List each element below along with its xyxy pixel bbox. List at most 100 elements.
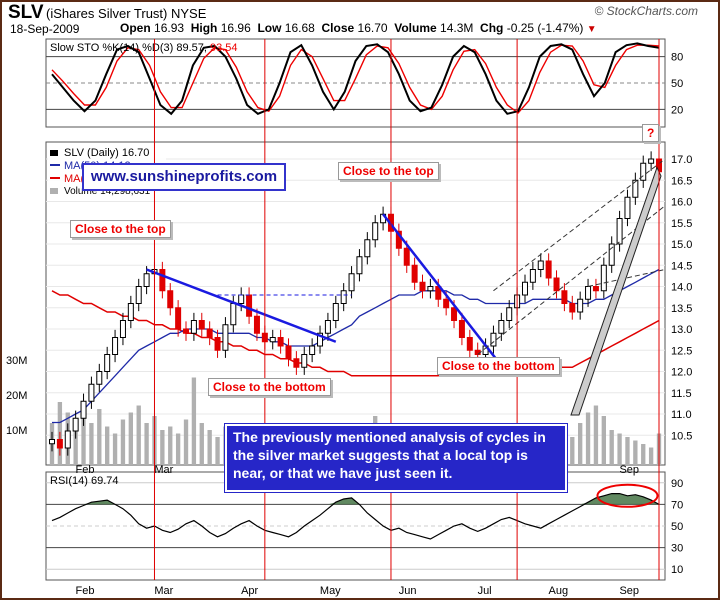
month-label-bottom: Aug [549, 585, 569, 597]
quote-value: 16.68 [284, 21, 315, 35]
volume-bar [144, 423, 149, 465]
volume-tick-label: 20M [6, 390, 27, 402]
candle-body [119, 320, 126, 338]
volume-bar [183, 419, 189, 465]
candle-body [348, 273, 355, 292]
volume-legend-swatch [50, 188, 58, 194]
quote-value: -0.25 (-1.47%) [506, 21, 584, 35]
month-label-bottom: May [320, 585, 341, 597]
volume-bar [168, 426, 173, 465]
candle-body [624, 196, 631, 219]
candle-body [521, 281, 528, 296]
candle-body [88, 383, 95, 402]
candle-body [592, 286, 599, 292]
candle-body [112, 337, 119, 355]
candle-body [206, 328, 213, 338]
candle-body [506, 307, 513, 321]
month-label-bottom: Sep [619, 585, 639, 597]
price-tick-label: 13.5 [671, 303, 692, 315]
quote-label: Close [321, 21, 355, 35]
candle-body [72, 417, 79, 432]
price-tick-label: 12.0 [671, 367, 692, 379]
volume-bar [112, 433, 118, 465]
candle-body [143, 273, 150, 287]
candle-body [632, 179, 639, 198]
candle-body [364, 239, 371, 258]
candle-body [269, 337, 276, 343]
price-tick-label: 14.5 [671, 260, 692, 272]
candle-body [372, 222, 379, 241]
volume-bar [199, 423, 204, 465]
volume-bar [105, 426, 110, 465]
month-label-bottom: Jun [399, 585, 417, 597]
volume-bar [593, 405, 599, 465]
symbol: SLV [8, 2, 44, 23]
rsi-highlight-ellipse [596, 483, 659, 508]
callout-bottom-apr: Close to the bottom [208, 378, 331, 396]
candle-body [80, 400, 87, 419]
candle-body [411, 264, 418, 283]
volume-bar [160, 430, 165, 465]
website-link[interactable]: www.sunshineprofits.com [90, 168, 278, 185]
rsi-legend: RSI(14) 69.74 [50, 475, 118, 487]
trendline-jun-jul [382, 213, 511, 377]
volume-bar [617, 433, 622, 465]
volume-bar [578, 423, 583, 465]
candle-body [490, 332, 497, 347]
price-tick-label: 10.5 [671, 430, 692, 442]
sto-tick-label: 80 [671, 52, 683, 64]
volume-bar [215, 437, 220, 465]
quote-value: 16.96 [220, 21, 251, 35]
price-tick-label: 16.0 [671, 197, 692, 209]
candle-body [277, 337, 284, 347]
volume-bar [207, 430, 212, 465]
volume-bar [81, 416, 86, 465]
channel-mid [587, 269, 666, 287]
volume-bar [648, 447, 654, 465]
candle-body [309, 345, 316, 355]
candle-body [246, 294, 253, 317]
candle-body [451, 307, 458, 321]
candle-body [577, 298, 584, 313]
candle-body [608, 243, 615, 266]
sto-d-line [51, 44, 660, 114]
website-link-box[interactable]: www.sunshineprofits.com [82, 163, 286, 191]
chart-header: SLV (iShares Silver Trust) NYSE 18-Sep-2… [8, 2, 708, 36]
volume-bar [97, 409, 102, 465]
candle-body [640, 162, 647, 181]
volume-bar [601, 416, 606, 465]
rsi-tick-label: 70 [671, 499, 683, 511]
candle-body [167, 290, 174, 309]
candle-body [600, 264, 607, 292]
quote-value: 16.93 [154, 21, 185, 35]
quote-label: Volume [394, 21, 437, 35]
candle-body [553, 277, 560, 292]
callout-bottom-jul: Close to the bottom [437, 357, 560, 375]
volume-legend: Volume 14,298,631 [64, 186, 151, 197]
volume-bar [136, 405, 141, 465]
candle-body [175, 307, 182, 330]
quote-value: 16.70 [357, 21, 388, 35]
security-name: (iShares Silver Trust) NYSE [46, 6, 207, 21]
volume-bar [585, 412, 591, 465]
month-label-bottom: Feb [76, 585, 95, 597]
candle-body [159, 269, 166, 292]
candle-body [403, 247, 410, 266]
candle-body [537, 260, 544, 270]
rsi-line [51, 493, 660, 540]
candle-body [238, 294, 245, 304]
candle-body [458, 320, 465, 338]
sto-tick-label: 20 [671, 104, 683, 116]
trendline-feb-may [146, 268, 337, 343]
callout-top-feb: Close to the top [70, 220, 171, 238]
price-tick-label: 13.0 [671, 324, 692, 336]
sto-k-line [51, 42, 660, 116]
month-label: Sep [619, 464, 639, 476]
volume-bar [191, 377, 197, 465]
candle-body [214, 337, 221, 351]
volume-bar [570, 437, 575, 465]
candle-body [56, 439, 63, 449]
quote-label: High [190, 21, 218, 35]
